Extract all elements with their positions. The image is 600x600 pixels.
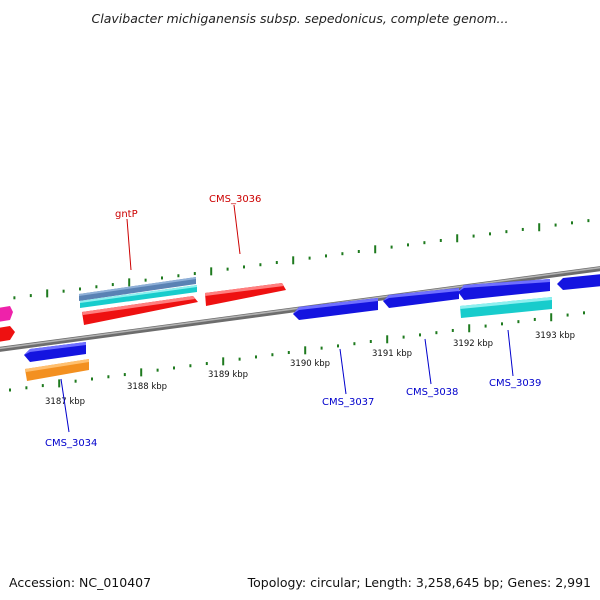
gene-CMS_3038[interactable] — [383, 288, 459, 308]
leader-CMS_3037 — [339, 348, 347, 395]
outer-tick-track — [13, 219, 590, 300]
gene-gntP-cyan[interactable] — [80, 285, 197, 308]
leader-CMS_3039 — [507, 329, 514, 377]
label-CMS_3037[interactable]: CMS_3037 — [322, 397, 374, 408]
gene-gntP[interactable] — [82, 296, 198, 325]
scale-label-3188: 3188 kbp — [127, 382, 167, 392]
leader-CMS_3036 — [233, 204, 241, 255]
scale-label-3192: 3192 kbp — [453, 339, 493, 349]
leader-gntP — [126, 218, 132, 271]
gene-CMS_3034[interactable] — [24, 342, 86, 362]
gene-CMS_3037[interactable] — [293, 298, 378, 320]
inner-tick-track — [9, 311, 585, 392]
leader-CMS_3034 — [60, 378, 70, 433]
label-gntP[interactable]: gntP — [115, 209, 138, 220]
scale-label-3193: 3193 kbp — [535, 331, 575, 341]
label-CMS_3039[interactable]: CMS_3039 — [489, 378, 541, 389]
scale-label-3187: 3187 kbp — [45, 397, 85, 407]
gene-gntP-domain[interactable] — [79, 277, 196, 301]
scale-label-3191: 3191 kbp — [372, 349, 412, 359]
gene-CMS_3039-cyan[interactable] — [460, 297, 552, 318]
map-title: Clavibacter michiganensis subsp. sepedon… — [91, 11, 509, 26]
scale-label-3190: 3190 kbp — [290, 359, 330, 369]
gene-left-magenta[interactable] — [0, 306, 13, 322]
gene-left-red[interactable] — [0, 326, 15, 342]
scale-label-3189: 3189 kbp — [208, 370, 248, 380]
gene-CMS_3036[interactable] — [205, 283, 286, 306]
label-CMS_3034[interactable]: CMS_3034 — [45, 438, 97, 449]
label-CMS_3036[interactable]: CMS_3036 — [209, 194, 261, 205]
accession-text: Accession: NC_010407 — [9, 575, 152, 590]
label-CMS_3038[interactable]: CMS_3038 — [406, 387, 458, 398]
gene-right-blue[interactable] — [557, 274, 600, 290]
gene-orange[interactable] — [25, 359, 89, 381]
leader-CMS_3038 — [424, 338, 432, 385]
gene-CMS_3039[interactable] — [458, 279, 550, 300]
genome-summary-text: Topology: circular; Length: 3,258,645 bp… — [247, 575, 591, 590]
